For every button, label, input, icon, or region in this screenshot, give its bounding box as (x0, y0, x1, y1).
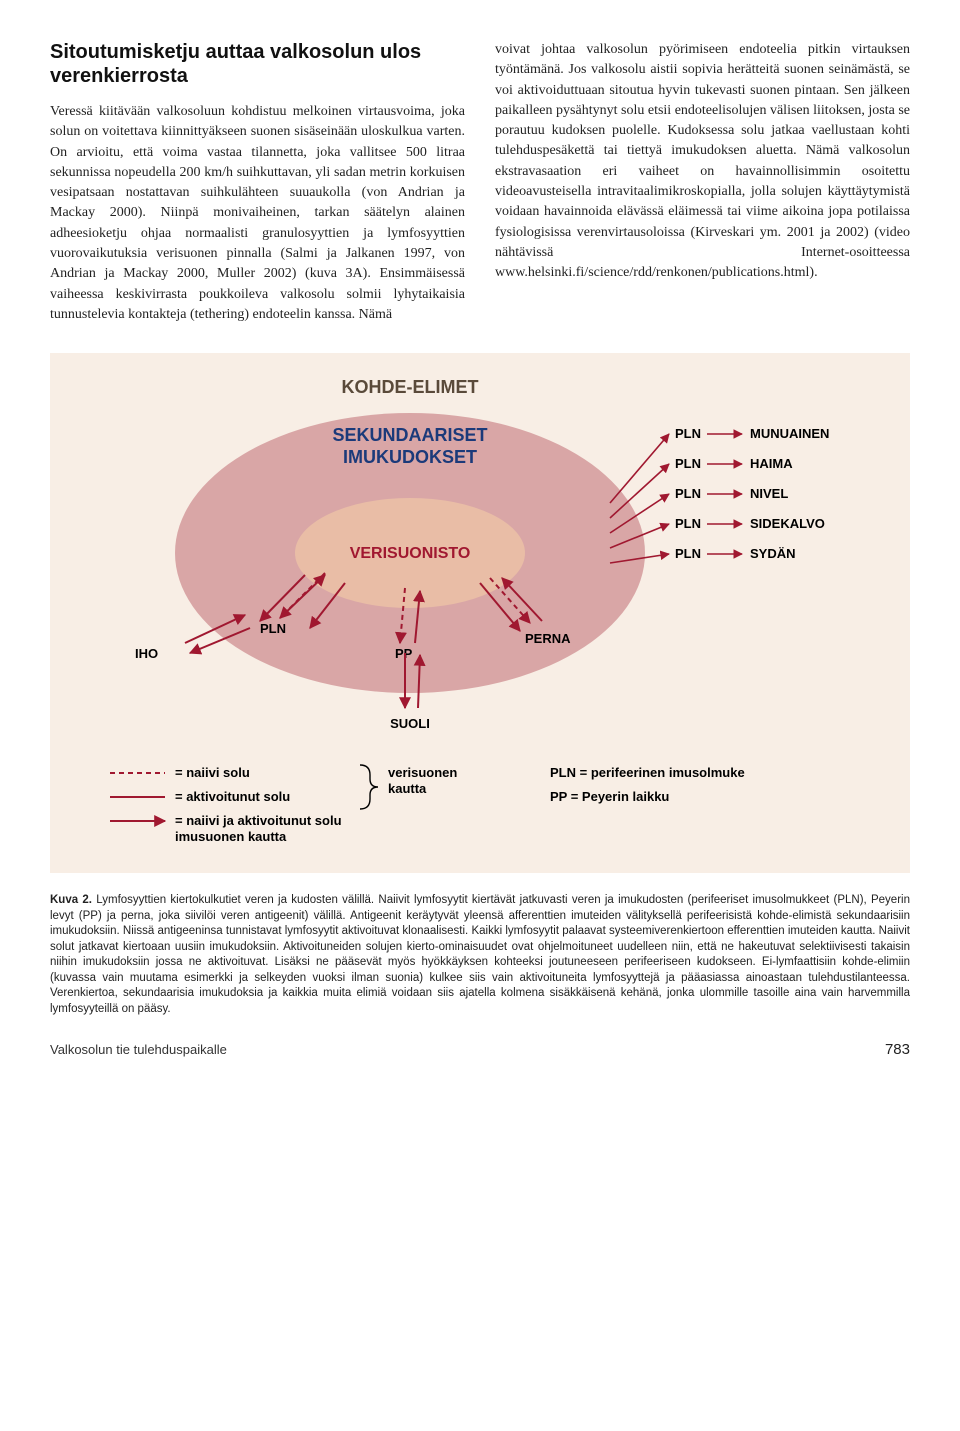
figure-2: KOHDE-ELIMET SEKUNDAARISETIMUKUDOKSET VERI… (50, 353, 910, 873)
svg-text:SEKUNDAARISET: SEKUNDAARISET (332, 425, 487, 445)
figure-svg: KOHDE-ELIMET SEKUNDAARISETIMUKUDOKSET VERI… (50, 353, 910, 873)
page-footer: Valkosolun tie tulehduspaikalle 783 (50, 1041, 910, 1058)
svg-text:IMUKUDOKSET: IMUKUDOKSET (343, 447, 477, 467)
svg-text:PLN: PLN (675, 516, 701, 531)
svg-text:verisuonen: verisuonen (388, 765, 457, 780)
right-paragraph: voivat johtaa valkosolun pyörimiseen end… (495, 40, 910, 284)
svg-text:PLN: PLN (675, 546, 701, 561)
figure-caption: Kuva 2. Lymfosyyttien kiertokulkutiet ve… (50, 893, 910, 1017)
body-columns: Sitoutumisketju auttaa valkosolun ulos v… (50, 40, 910, 325)
svg-text:SYDÄN: SYDÄN (750, 546, 796, 561)
running-head: Valkosolun tie tulehduspaikalle (50, 1042, 227, 1057)
caption-text: Lymfosyyttien kiertokulkutiet veren ja k… (50, 894, 910, 1015)
svg-text:PLN: PLN (675, 426, 701, 441)
svg-text:NIVEL: NIVEL (750, 486, 788, 501)
svg-text:= aktivoitunut solu: = aktivoitunut solu (175, 789, 290, 804)
svg-text:PLN = perifeerinen imusolmuke: PLN = perifeerinen imusolmuke (550, 765, 745, 780)
svg-text:imusuonen kautta: imusuonen kautta (175, 829, 287, 844)
svg-text:SUOLI: SUOLI (390, 716, 430, 731)
svg-text:PLN: PLN (675, 456, 701, 471)
svg-text:VERISUONISTO: VERISUONISTO (350, 545, 471, 562)
page-number: 783 (885, 1041, 910, 1058)
svg-text:kautta: kautta (388, 781, 427, 796)
svg-text:PP: PP (395, 646, 413, 661)
svg-text:PLN: PLN (675, 486, 701, 501)
svg-text:PP = Peyerin laikku: PP = Peyerin laikku (550, 789, 669, 804)
caption-lead: Kuva 2. (50, 894, 92, 906)
svg-text:= naiivi ja aktivoitunut solu: = naiivi ja aktivoitunut solu (175, 813, 342, 828)
left-paragraph: Veressä kiitävään valkosoluun kohdistuu … (50, 102, 465, 325)
svg-text:SIDEKALVO: SIDEKALVO (750, 516, 825, 531)
left-column: Sitoutumisketju auttaa valkosolun ulos v… (50, 40, 465, 325)
svg-text:PERNA: PERNA (525, 631, 571, 646)
right-column: voivat johtaa valkosolun pyörimiseen end… (495, 40, 910, 325)
svg-text:KOHDE-ELIMET: KOHDE-ELIMET (342, 377, 479, 397)
svg-text:= naiivi solu: = naiivi solu (175, 765, 250, 780)
svg-text:PLN: PLN (260, 621, 286, 636)
svg-text:MUNUAINEN: MUNUAINEN (750, 426, 829, 441)
section-heading: Sitoutumisketju auttaa valkosolun ulos v… (50, 40, 465, 88)
svg-text:HAIMA: HAIMA (750, 456, 793, 471)
svg-text:IHO: IHO (135, 646, 158, 661)
